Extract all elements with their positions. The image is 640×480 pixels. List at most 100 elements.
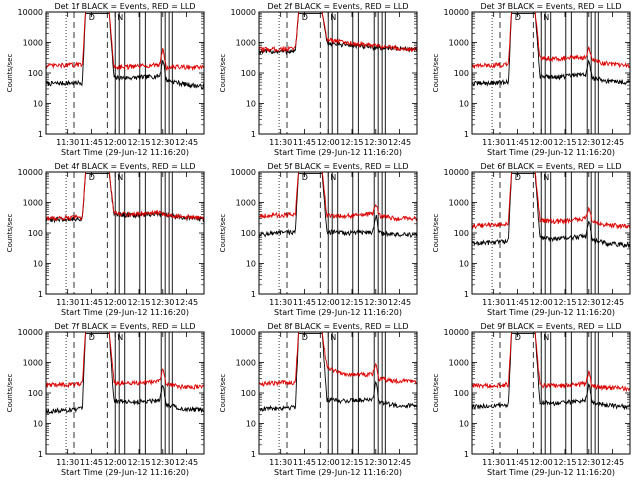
annotation-label: N [330,333,336,342]
plot-frame [258,331,418,455]
x-tick-label: 12:45 [175,458,198,467]
x-tick-label: 11:30 [482,298,505,307]
x-tick-label: 11:45 [293,298,316,307]
x-tick-label: 11:30 [482,458,505,467]
y-tick-label: 1 [464,130,469,139]
y-tick-label: 1 [251,130,256,139]
chart-panel: Det 5f BLACK = Events, RED = LLD Counts/s… [219,162,418,317]
x-tick-label: 12:15 [127,138,150,147]
plot-frame [45,11,205,135]
y-tick-label: 10 [33,420,43,429]
y-tick-label: 100 [28,69,43,78]
x-tick-label: 12:45 [601,138,624,147]
y-tick-label: 10000 [231,328,256,337]
y-tick-label: 1 [464,450,469,459]
x-tick-label: 12:30 [364,458,387,467]
x-axis-label: Start Time (29-Jun-12 11:16:20) [487,468,615,477]
y-tick-label: 1 [464,290,469,299]
x-tick-label: 12:30 [577,138,600,147]
x-tick-label: 12:45 [388,138,411,147]
y-tick-label: 10000 [18,328,43,337]
annotation-label: D [515,333,521,342]
y-tick-label: 1 [38,450,43,459]
x-axis-label: Start Time (29-Jun-12 11:16:20) [274,468,402,477]
y-tick-label: 100 [28,229,43,238]
y-axis-label: Counts/sec [6,214,14,253]
y-tick-label: 1000 [23,39,43,48]
annotation-label: N [117,173,123,182]
x-tick-label: 12:15 [340,458,363,467]
chart-panel: Det 2f BLACK = Events, RED = LLD Counts/s… [219,2,418,157]
series-line-lld [258,331,418,387]
x-tick-label: 11:30 [269,458,292,467]
x-tick-label: 12:00 [530,298,553,307]
annotation-label: N [330,13,336,22]
x-tick-label: 12:15 [340,138,363,147]
x-tick-label: 11:45 [506,458,529,467]
series-line-events [471,332,631,411]
annotation-label: N [543,333,549,342]
series-line-events [45,332,205,416]
plot-frame [45,331,205,455]
y-tick-label: 100 [28,389,43,398]
y-tick-label: 100 [454,389,469,398]
chart-panel: Det 8f BLACK = Events, RED = LLD Counts/s… [219,322,418,477]
chart-title: Det 6f BLACK = Events, RED = LLD [480,162,621,171]
y-tick-label: 10000 [231,8,256,17]
x-tick-label: 12:30 [364,298,387,307]
y-tick-label: 1 [38,130,43,139]
chart-title: Det 2f BLACK = Events, RED = LLD [267,2,408,11]
annotation-label: N [543,13,549,22]
plot-frame [258,171,418,295]
annotation-label: D [302,173,308,182]
x-tick-label: 12:30 [151,298,174,307]
x-tick-label: 12:45 [601,298,624,307]
chart-title: Det 8f BLACK = Events, RED = LLD [267,322,408,331]
annotation-label: N [543,173,549,182]
y-tick-label: 100 [454,69,469,78]
x-tick-label: 12:15 [340,298,363,307]
x-axis-label: Start Time (29-Jun-12 11:16:20) [274,308,402,317]
y-tick-label: 100 [454,229,469,238]
x-tick-label: 11:45 [293,458,316,467]
y-tick-label: 1000 [449,359,469,368]
x-tick-label: 11:30 [56,138,79,147]
chart-title: Det 9f BLACK = Events, RED = LLD [480,322,621,331]
x-tick-label: 11:45 [80,138,103,147]
x-tick-label: 12:15 [553,458,576,467]
y-tick-label: 1000 [236,199,256,208]
x-tick-label: 11:30 [269,138,292,147]
y-tick-label: 10 [33,100,43,109]
x-tick-label: 12:00 [317,138,340,147]
x-tick-label: 11:30 [269,298,292,307]
y-tick-label: 1000 [449,39,469,48]
y-axis-label: Counts/sec [432,54,440,93]
x-tick-label: 12:15 [127,458,150,467]
y-tick-label: 1000 [23,199,43,208]
y-axis-label: Counts/sec [219,214,227,253]
y-tick-label: 10 [246,420,256,429]
series-line-events [259,332,418,412]
x-axis-label: Start Time (29-Jun-12 11:16:20) [487,148,615,157]
x-axis-label: Start Time (29-Jun-12 11:16:20) [274,148,402,157]
y-tick-label: 100 [241,229,256,238]
series-line-lld [471,171,631,230]
x-tick-label: 11:45 [80,458,103,467]
annotation-label: D [515,173,521,182]
x-tick-label: 12:00 [530,138,553,147]
y-tick-label: 10 [246,260,256,269]
y-tick-label: 1 [251,290,256,299]
series-line-events [258,172,418,239]
y-tick-label: 10 [246,100,256,109]
chart-panel: Det 7f BLACK = Events, RED = LLD Counts/s… [6,322,205,477]
x-tick-label: 12:45 [175,298,198,307]
x-tick-label: 12:45 [388,458,411,467]
annotation-label: D [89,13,95,22]
annotation-label: D [89,333,95,342]
annotation-label: D [302,13,308,22]
annotation-label: N [330,173,336,182]
x-tick-label: 11:30 [56,298,79,307]
annotation-label: D [302,333,308,342]
plot-frame [258,11,418,135]
chart-panel: Det 9f BLACK = Events, RED = LLD Counts/s… [432,322,631,477]
